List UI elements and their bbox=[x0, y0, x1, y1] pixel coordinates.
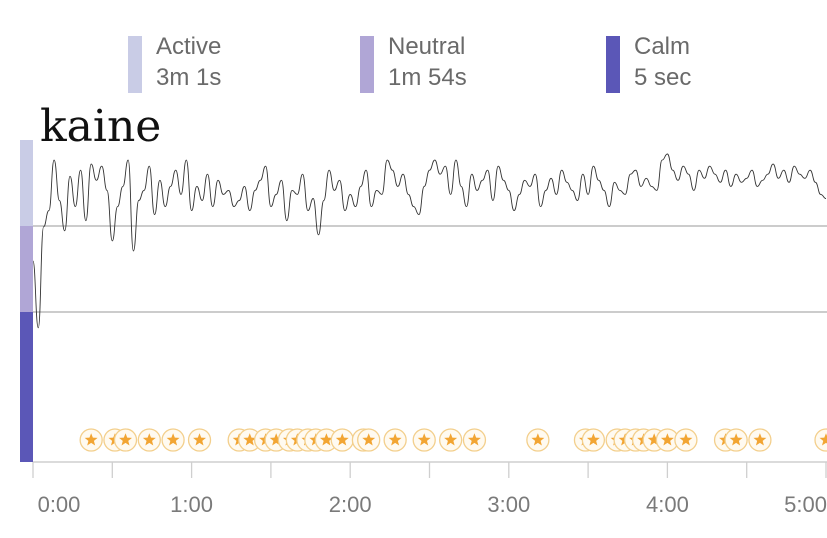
star-marker bbox=[462, 428, 487, 452]
star-marker bbox=[438, 428, 463, 452]
star-marker bbox=[581, 428, 606, 452]
star-icon bbox=[444, 433, 458, 446]
star-icon bbox=[467, 433, 481, 446]
x-tick-label: 2:00 bbox=[329, 492, 372, 517]
star-icon bbox=[142, 433, 156, 446]
star-marker bbox=[357, 428, 381, 452]
legend-label-neutral: Neutral bbox=[388, 33, 466, 60]
legend-value-calm: 5 sec bbox=[634, 64, 692, 91]
star-marker bbox=[724, 428, 748, 452]
star-icon bbox=[84, 433, 98, 446]
star-ring bbox=[814, 428, 827, 452]
star-marker bbox=[748, 428, 772, 452]
star-icon bbox=[119, 433, 132, 446]
star-icon bbox=[362, 433, 376, 446]
star-icon bbox=[319, 433, 333, 446]
star-icon bbox=[166, 433, 180, 446]
star-icon bbox=[819, 433, 827, 446]
x-tick-label: 4:00 bbox=[646, 492, 689, 517]
star-marker bbox=[412, 428, 436, 452]
star-icon bbox=[388, 433, 402, 446]
star-marker bbox=[79, 428, 103, 452]
chart-title: kaine bbox=[40, 101, 162, 152]
series-line bbox=[32, 153, 827, 329]
band-active bbox=[20, 140, 33, 226]
star-marker bbox=[187, 428, 212, 452]
star-icon bbox=[531, 433, 545, 446]
star-icon bbox=[243, 433, 257, 446]
star-marker bbox=[674, 428, 698, 452]
star-marker bbox=[161, 428, 185, 452]
x-tick-label: 0:00 bbox=[38, 492, 81, 517]
star-icon bbox=[193, 433, 206, 446]
star-icon bbox=[753, 433, 767, 446]
x-tick-label: 1:00 bbox=[170, 492, 213, 517]
band-calm bbox=[20, 312, 33, 462]
star-icon bbox=[269, 433, 283, 446]
star-marker bbox=[814, 428, 827, 452]
star-marker bbox=[137, 428, 161, 452]
legend-value-active: 3m 1s bbox=[156, 64, 222, 91]
star-marker bbox=[113, 428, 138, 452]
legend-swatch-active bbox=[128, 36, 142, 93]
x-tick-label: 3:00 bbox=[487, 492, 530, 517]
star-icon bbox=[647, 433, 661, 446]
legend-swatch-calm bbox=[606, 36, 620, 93]
star-marker bbox=[655, 428, 680, 452]
star-markers bbox=[79, 428, 827, 452]
star-icon bbox=[660, 433, 674, 446]
x-axis: 0:00 1:00 2:00 3:00 4:00 5:00 bbox=[32, 462, 827, 517]
star-marker bbox=[330, 428, 354, 452]
legend-value-neutral: 1m 54s bbox=[388, 64, 467, 91]
x-tick-label: 5:00 bbox=[784, 492, 827, 517]
legend-label-active: Active bbox=[156, 33, 222, 60]
legend-label-calm: Calm bbox=[634, 33, 691, 60]
legend-swatch-neutral bbox=[360, 36, 374, 93]
band-bar bbox=[20, 140, 33, 462]
star-marker bbox=[383, 428, 407, 452]
star-icon bbox=[729, 433, 743, 446]
star-icon bbox=[679, 433, 693, 446]
star-icon bbox=[586, 433, 600, 446]
grid-lines bbox=[33, 225, 827, 463]
star-marker bbox=[526, 428, 550, 452]
star-icon bbox=[417, 433, 431, 446]
legend: Active 3m 1s Neutral 1m 54s Calm 5 sec bbox=[0, 34, 827, 96]
star-icon bbox=[335, 433, 349, 446]
band-neutral bbox=[20, 226, 33, 312]
